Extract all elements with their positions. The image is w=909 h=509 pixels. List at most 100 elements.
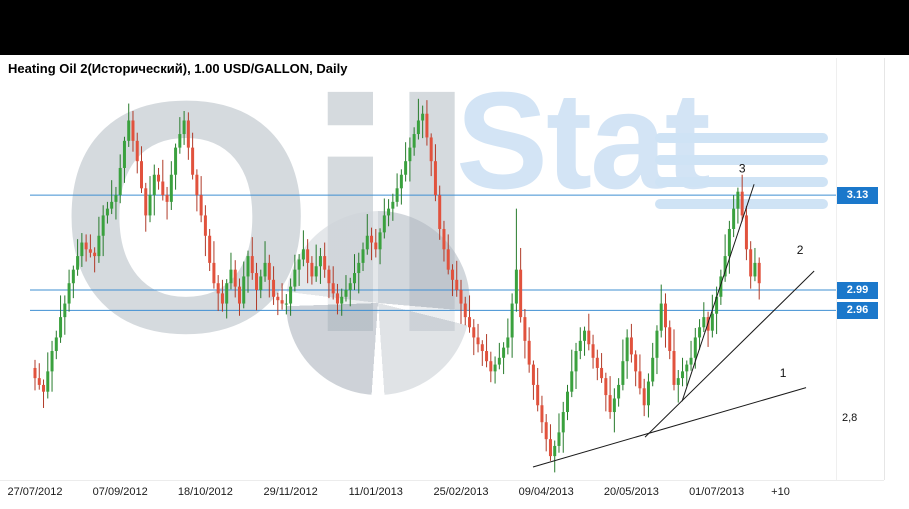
candle-body [331, 283, 335, 294]
candle-body [595, 357, 599, 368]
candle-body [514, 269, 518, 304]
candle-body [80, 242, 84, 257]
candle-body [715, 296, 719, 314]
candle-body [429, 137, 433, 162]
candle-body [357, 262, 361, 274]
candle-body [212, 262, 216, 284]
candle-body [220, 293, 224, 304]
trendline-3[interactable] [681, 184, 755, 402]
candle-body [727, 228, 731, 257]
candle-body [506, 337, 510, 348]
candle-body [76, 256, 80, 270]
candle-body [642, 388, 646, 406]
candle-body [378, 232, 382, 250]
candles [33, 98, 761, 473]
x-axis-label: 29/11/2012 [263, 486, 318, 498]
candle-body [459, 290, 463, 304]
x-axis-label: 25/02/2013 [433, 486, 489, 498]
candle-body [310, 262, 314, 277]
candle-body [523, 317, 527, 341]
candle-body [59, 317, 63, 338]
candle-body [583, 330, 587, 341]
candle-body [480, 344, 484, 352]
candle-body [335, 293, 339, 304]
candle-body [476, 337, 480, 345]
candle-body [681, 371, 685, 379]
trendline-1[interactable] [532, 387, 807, 468]
candle-body [306, 249, 310, 263]
x-axis-label: 27/07/2012 [7, 486, 63, 498]
candle-body [233, 269, 237, 287]
candle-body [438, 195, 442, 229]
candle-body [566, 391, 569, 413]
candle-body [723, 256, 727, 277]
candle-body [749, 249, 753, 277]
candle-body [250, 256, 254, 274]
candle-body [672, 351, 676, 385]
trendline-2[interactable] [644, 270, 815, 438]
candle-body [536, 384, 540, 406]
candle-body [557, 432, 561, 446]
trendline-label-2: 2 [797, 243, 804, 257]
candle-body [71, 269, 75, 284]
candle-body [191, 147, 195, 175]
candle-body [408, 147, 412, 162]
candle-body [446, 249, 450, 270]
candle-body [353, 273, 356, 284]
candle-body [527, 340, 531, 365]
x-axis-label: 20/05/2013 [603, 486, 659, 498]
candle-body [391, 201, 395, 209]
candle-body [719, 276, 723, 297]
candle-body [629, 337, 633, 355]
watermark-line [655, 177, 828, 187]
candle-body [67, 283, 71, 304]
candle-body [318, 256, 322, 267]
candle-body [122, 140, 126, 168]
candle-body [174, 147, 178, 175]
candle-body [382, 215, 386, 233]
candle-body [604, 378, 608, 396]
candle-body [195, 174, 199, 196]
candle-body [289, 286, 293, 304]
candle-body [646, 381, 650, 406]
candle-body [412, 134, 416, 148]
candle-body [237, 286, 241, 304]
candle-body [263, 262, 267, 277]
candle-body [702, 317, 706, 328]
candle-body [203, 215, 207, 236]
candle-body [625, 337, 629, 362]
candle-body [229, 269, 233, 284]
candle-body [169, 174, 173, 202]
candle-body [387, 208, 391, 216]
candle-body [37, 378, 41, 385]
candle-body [284, 303, 288, 305]
x-axis-label: 11/01/2013 [348, 486, 403, 498]
candle-body [161, 181, 165, 196]
price-level-lines [30, 194, 836, 311]
candle-body [638, 371, 642, 389]
candle-body [442, 228, 446, 250]
candle-body [327, 269, 331, 284]
top-toolbar [0, 0, 909, 55]
plot-bottom-border [0, 480, 884, 481]
watermark-line [655, 155, 828, 165]
candle-body [651, 357, 655, 382]
candle-body [736, 191, 740, 209]
candle-body [208, 235, 212, 263]
candle-body [395, 188, 399, 202]
window-right-border [884, 58, 885, 480]
watermark-line [655, 133, 828, 143]
trendline-label-1: 1 [780, 366, 787, 380]
candle-body [710, 313, 714, 331]
candle-body [165, 195, 169, 202]
candle-body [668, 327, 672, 352]
candle-body [404, 161, 408, 175]
candle-body [301, 249, 305, 260]
candle-body [497, 357, 501, 365]
watermark-pie-logo-icon [286, 211, 470, 395]
candle-body [634, 354, 638, 372]
candle-body [468, 317, 472, 328]
